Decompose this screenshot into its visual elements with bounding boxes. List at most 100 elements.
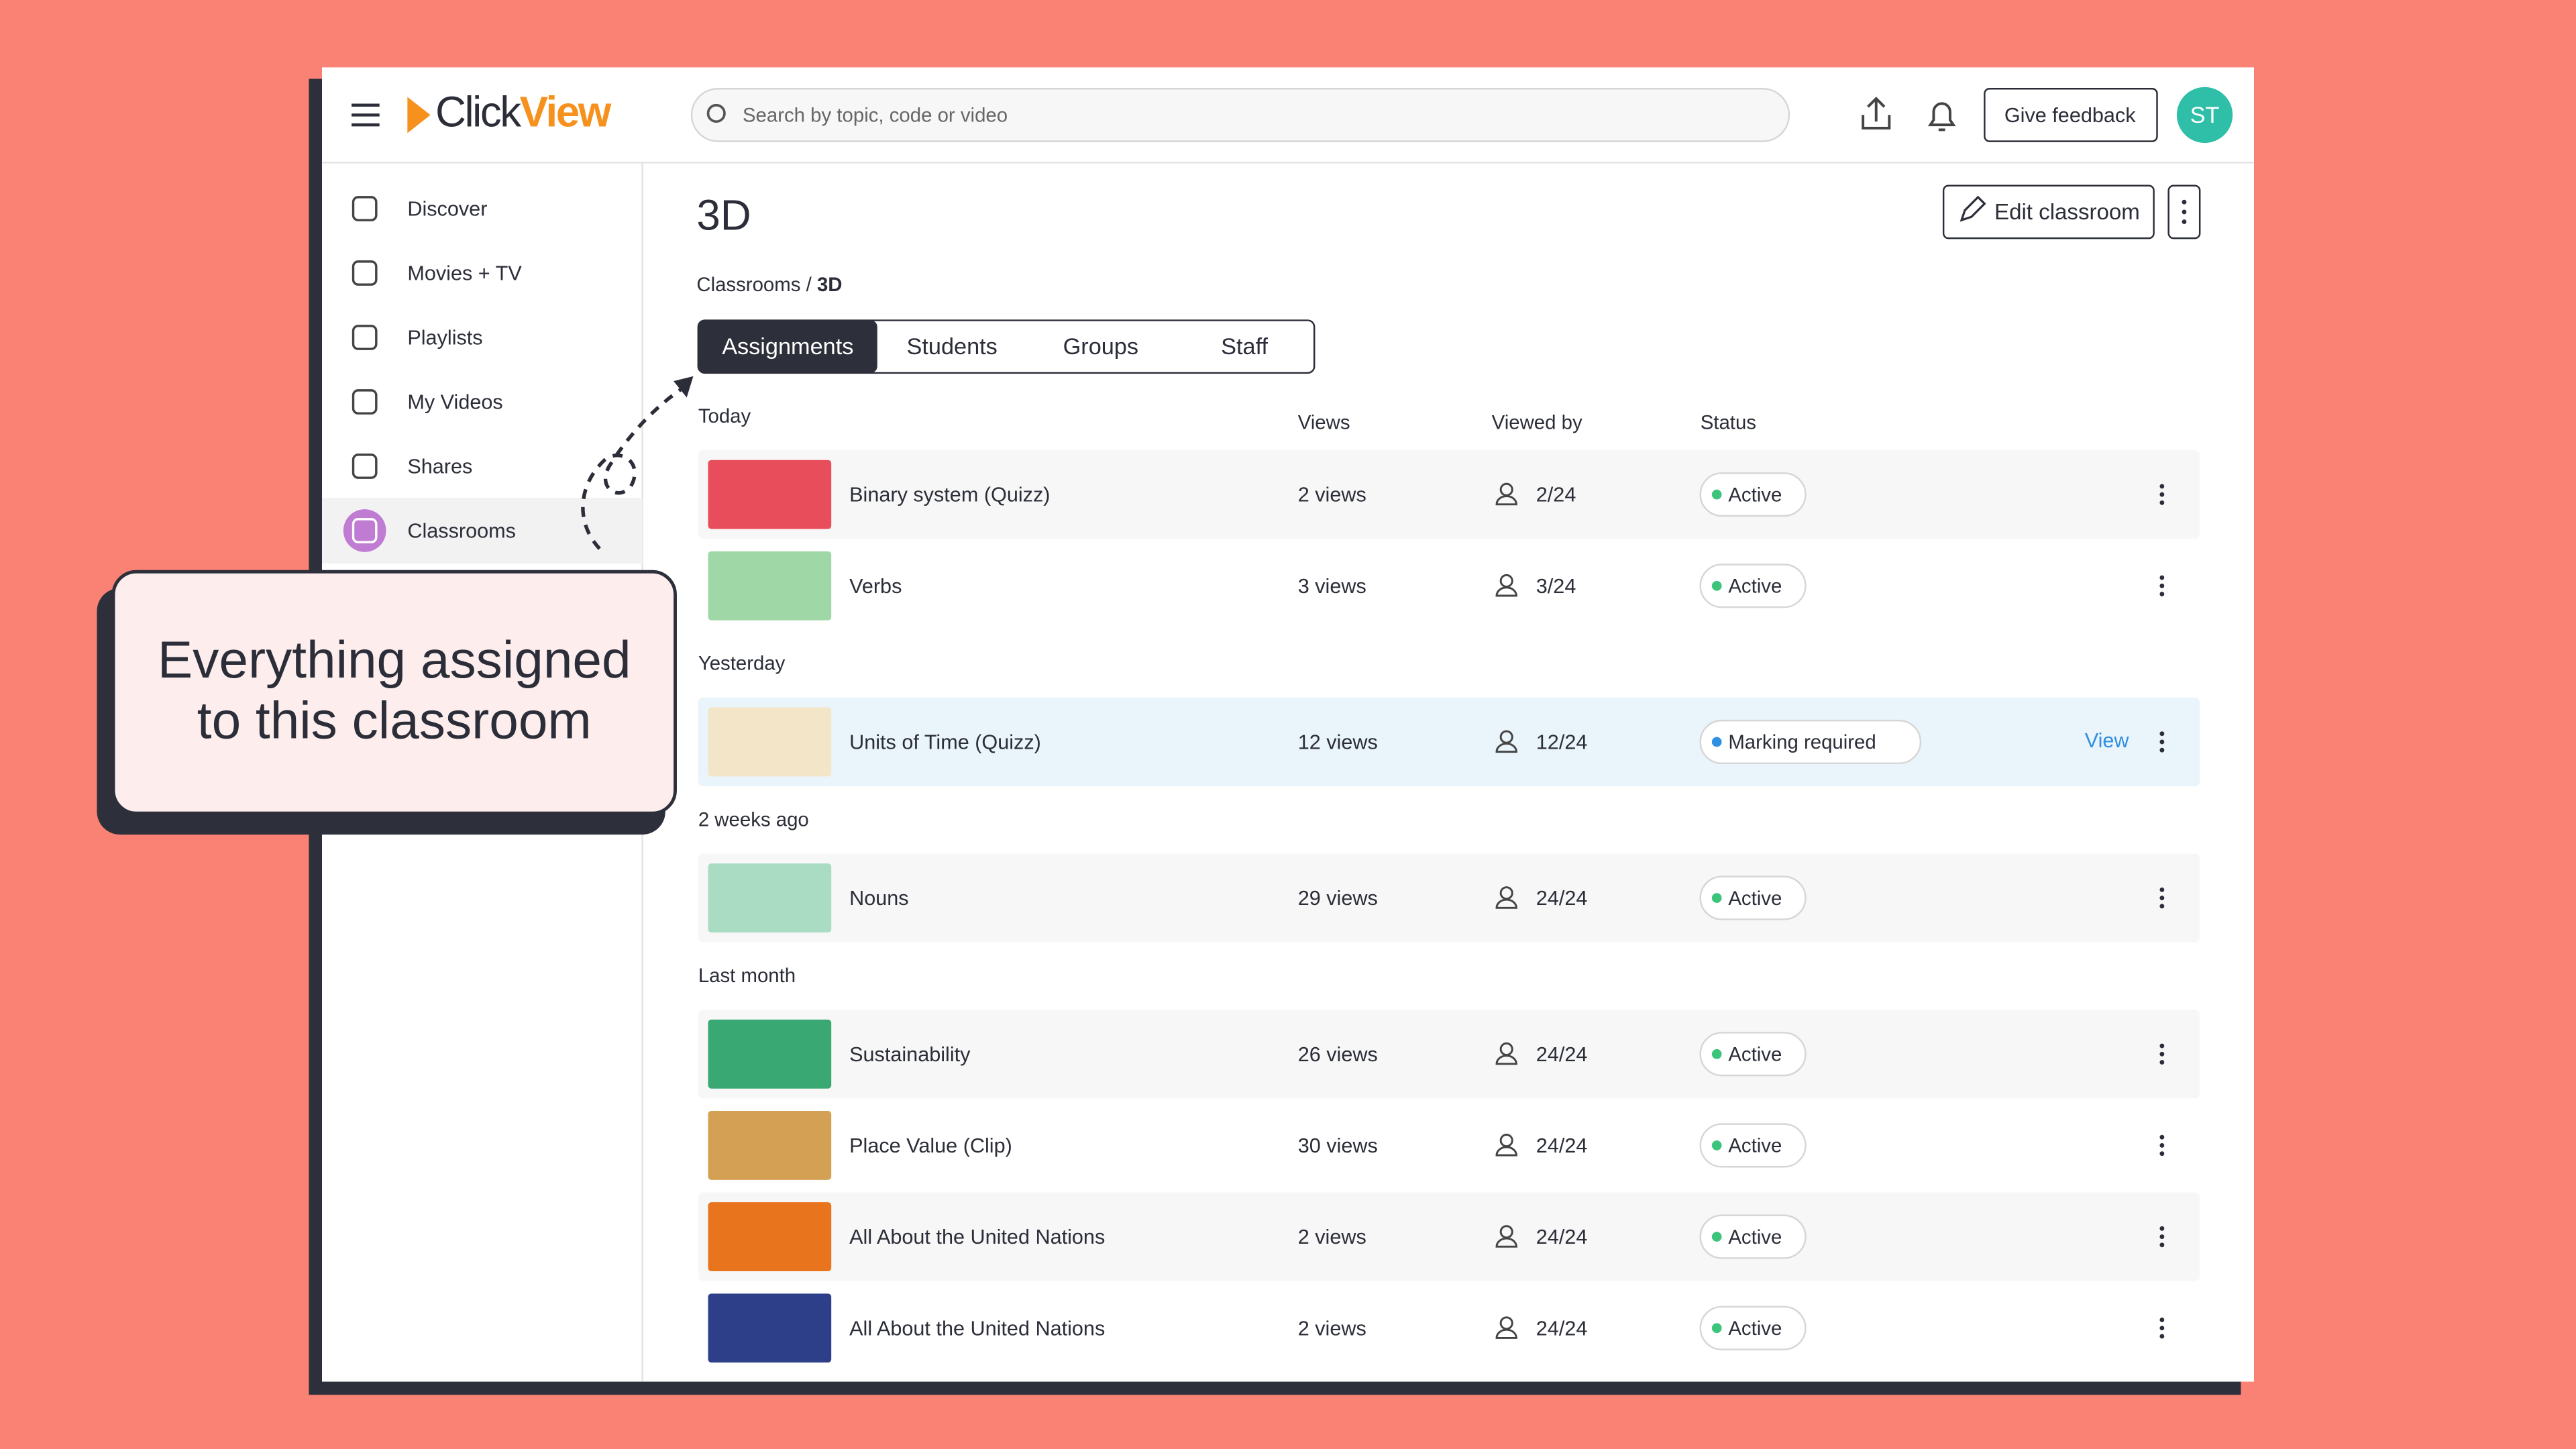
menu-dot xyxy=(2159,575,2165,580)
row-background xyxy=(698,1283,2200,1373)
row-menu[interactable] xyxy=(2159,731,2165,753)
assignment-row[interactable]: Units of Time (Quizz) 12 views 12/24 Markin… xyxy=(698,697,2200,787)
tab[interactable]: Staff xyxy=(1221,334,1268,360)
menu-dot xyxy=(2159,904,2165,909)
row-menu[interactable] xyxy=(2159,1318,2165,1339)
assignment-row[interactable]: Nouns 29 views 24/24 Active xyxy=(698,853,2200,943)
status-label: Marking required xyxy=(1728,731,1876,753)
viewed-by: 24/24 xyxy=(1536,887,1588,910)
edit-button[interactable] xyxy=(1942,184,2155,239)
assignment-title: Binary system (Quizz) xyxy=(849,484,1050,506)
upload-icon[interactable] xyxy=(1862,97,1891,129)
breadcrumb-current: 3D xyxy=(817,274,843,296)
status-pill xyxy=(1699,1305,1807,1350)
assignment-row[interactable]: All About the United Nations 2 views 24/24… xyxy=(698,1192,2200,1281)
menu-dot xyxy=(2159,731,2165,737)
menu-dot xyxy=(2159,887,2165,892)
feedback-button[interactable] xyxy=(1984,88,2158,142)
sidebar-item[interactable]: Discover xyxy=(352,196,488,221)
view-link[interactable]: View xyxy=(2085,729,2130,752)
status-label: Active xyxy=(1728,1043,1782,1065)
callout xyxy=(111,570,677,815)
sidebar-item[interactable]: Classrooms xyxy=(322,498,643,564)
breadcrumb-link[interactable]: Classrooms xyxy=(696,274,800,296)
group-label: Today xyxy=(698,405,751,427)
user-icon xyxy=(1495,1055,1517,1065)
menu-dot xyxy=(2159,484,2165,489)
tab[interactable]: Assignments xyxy=(698,320,877,373)
sidebar: Discover Movies + TV Playlists My Videos Sha… xyxy=(322,196,643,564)
avatar-initials: ST xyxy=(2190,103,2220,128)
status-pill xyxy=(1699,1032,1807,1077)
menu-dot xyxy=(2159,1326,2165,1331)
search-box[interactable] xyxy=(690,88,1790,142)
viewed-by: 24/24 xyxy=(1536,1317,1588,1340)
row-menu[interactable] xyxy=(2159,575,2165,596)
user-icon xyxy=(1495,586,1517,597)
row-menu[interactable] xyxy=(2159,1043,2165,1065)
status-dot xyxy=(1711,893,1722,903)
tab-label: Groups xyxy=(1063,334,1138,360)
sidebar-icon xyxy=(352,518,378,543)
sidebar-icon xyxy=(352,196,378,221)
sidebar-item[interactable]: Shares xyxy=(352,453,473,479)
assignment-title: Verbs xyxy=(849,575,902,598)
bell-icon[interactable] xyxy=(1927,102,1956,131)
assignment-title: Units of Time (Quizz) xyxy=(849,731,1041,754)
views: 2 views xyxy=(1298,1317,1366,1340)
sidebar-label: Movies + TV xyxy=(407,262,522,285)
status-dot xyxy=(1711,737,1722,747)
sidebar-icon xyxy=(352,325,378,350)
row-menu[interactable] xyxy=(2159,887,2165,909)
sidebar-item[interactable]: My Videos xyxy=(352,389,503,415)
assignment-title: Place Value (Clip) xyxy=(849,1134,1012,1157)
row-background xyxy=(698,1101,2200,1190)
search-icon xyxy=(706,103,726,123)
status-label: Active xyxy=(1728,484,1782,506)
status-label: Active xyxy=(1728,576,1782,598)
logo-mark xyxy=(407,97,431,133)
thumbnail xyxy=(708,1202,832,1272)
row-menu[interactable] xyxy=(2159,1134,2165,1157)
sidebar-icon xyxy=(352,260,378,286)
assignment-row[interactable]: Verbs 3 views 3/24 Active xyxy=(698,541,2200,631)
tab-active xyxy=(698,320,877,373)
tab[interactable]: Students xyxy=(907,334,998,360)
row-menu[interactable] xyxy=(2159,1226,2165,1248)
views: 3 views xyxy=(1298,575,1366,598)
group-label: 2 weeks ago xyxy=(698,808,809,830)
status-label: Active xyxy=(1728,888,1782,910)
tab[interactable]: Groups xyxy=(1063,334,1138,360)
status-label: Active xyxy=(1728,1318,1782,1340)
assignment-row[interactable]: Sustainability 26 views 24/24 Active xyxy=(698,1010,2200,1099)
menu-dot xyxy=(2159,500,2165,505)
tabs: Assignments Students Groups Staff xyxy=(697,319,1316,374)
views: 12 views xyxy=(1298,731,1378,754)
views: 29 views xyxy=(1298,887,1378,910)
assignment-row[interactable]: All About the United Nations 2 views 24/24… xyxy=(698,1283,2200,1373)
status-pill xyxy=(1699,472,1807,517)
views: 30 views xyxy=(1298,1134,1378,1157)
sidebar-item[interactable]: Playlists xyxy=(352,325,483,350)
sidebar-item[interactable]: Movies + TV xyxy=(352,260,523,286)
breadcrumb: Classrooms / 3D xyxy=(696,274,842,296)
row-menu[interactable] xyxy=(2159,484,2165,505)
status-pill xyxy=(1699,1214,1807,1259)
logo-text: Click xyxy=(435,88,521,136)
avatar[interactable] xyxy=(2176,87,2233,144)
thumbnail xyxy=(708,551,832,621)
assignment-row[interactable]: Binary system (Quizz) 2 views 2/24 Active xyxy=(698,450,2200,539)
row-background xyxy=(698,1192,2200,1281)
menu-dot xyxy=(2159,583,2165,588)
views: 2 views xyxy=(1298,484,1366,506)
menu-icon[interactable] xyxy=(352,103,380,127)
assignment-title: All About the United Nations xyxy=(849,1317,1105,1340)
sidebar-icon xyxy=(343,509,386,552)
logo-text: View xyxy=(520,88,612,136)
edit-label: Edit classroom xyxy=(1994,200,2140,225)
search-placeholder: Search by topic, code or video xyxy=(743,105,1008,127)
assignment-row[interactable]: Place Value (Clip) 30 views 24/24 Active xyxy=(698,1101,2200,1190)
menu-dot xyxy=(2159,1234,2165,1240)
viewed-by: 24/24 xyxy=(1536,1134,1588,1157)
column-header: Views xyxy=(1298,412,1350,434)
